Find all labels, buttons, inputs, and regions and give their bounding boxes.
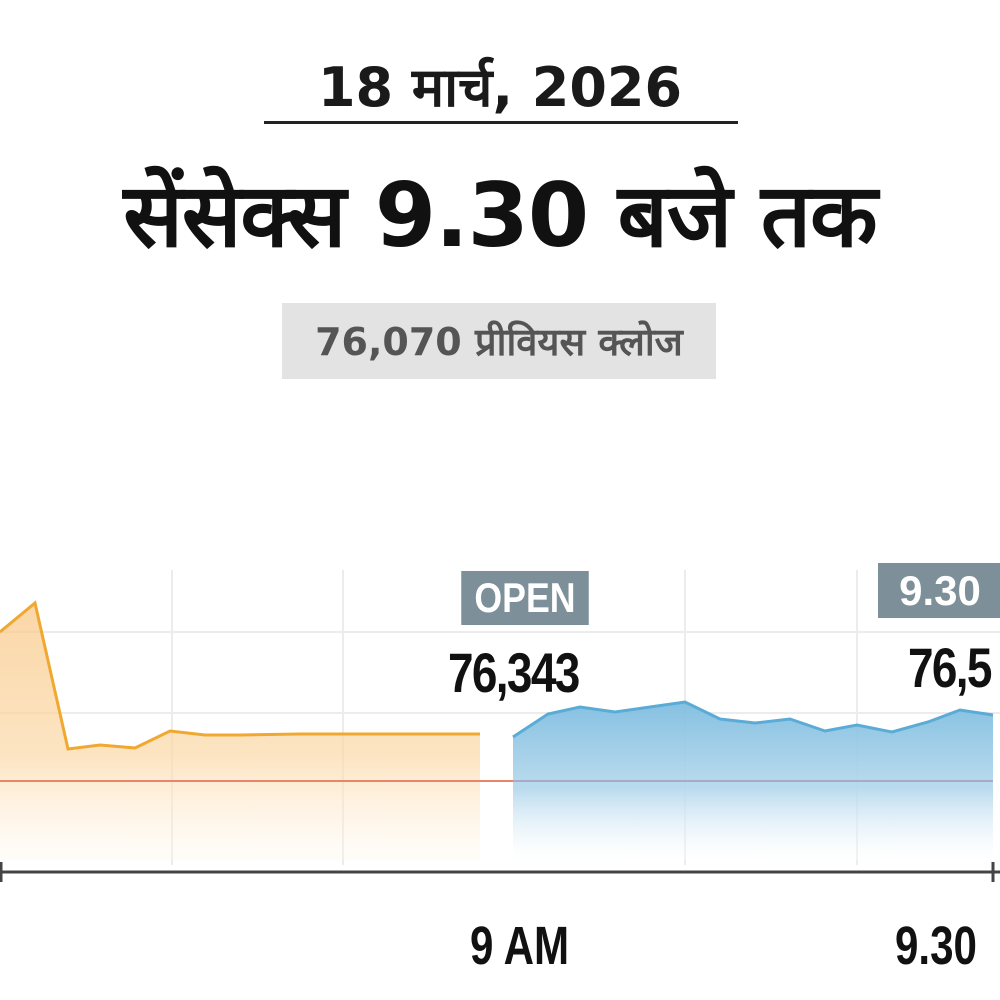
time-value: 76,5 [908,636,992,699]
x-label-930: 9.30 [895,916,977,976]
time-tag: 9.30 [878,563,1000,618]
chart-date: 18 मार्च, 2026 [317,56,683,119]
pre-open-series [0,600,480,860]
x-label-9am: 9 AM [470,916,570,976]
open-value: 76,343 [448,641,580,704]
previous-close-badge: 76,070 प्रीवियस क्लोज [282,303,716,379]
title-divider [264,121,738,124]
open-tag: OPEN [461,571,589,625]
chart-title: सेंसेक्स 9.30 बजे तक [123,164,877,267]
